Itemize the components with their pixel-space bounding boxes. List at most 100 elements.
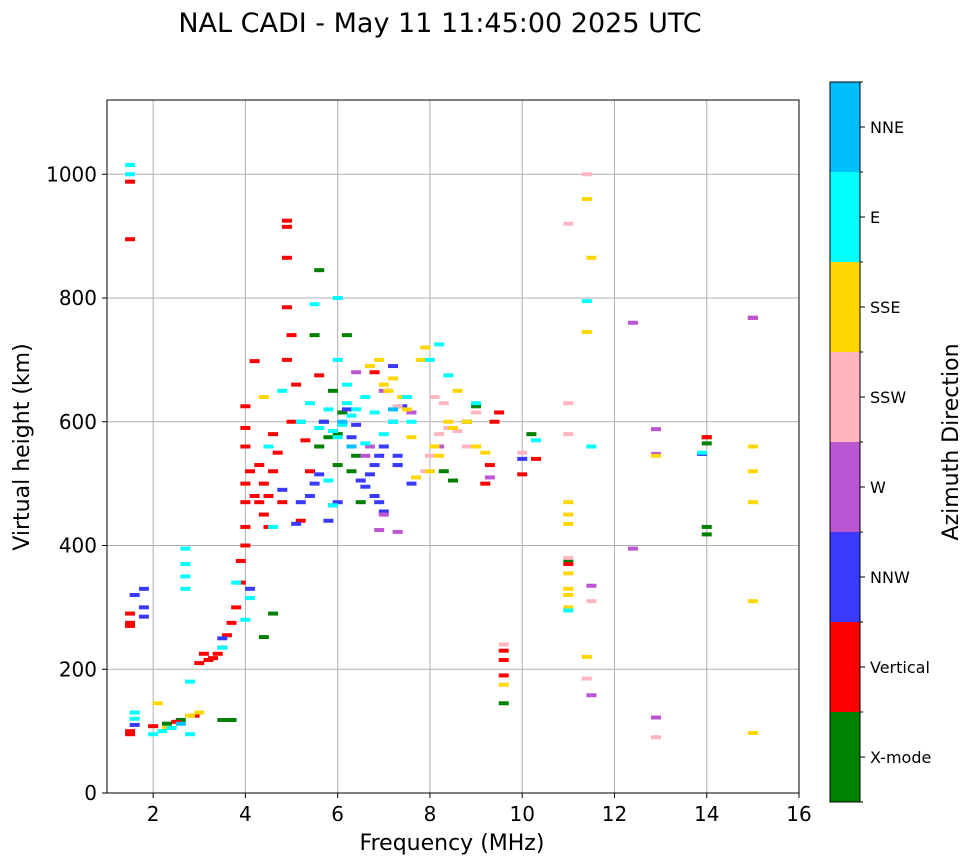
data-point [125, 237, 136, 242]
data-point [369, 463, 380, 468]
data-point [360, 484, 371, 489]
series-nnw [129, 364, 708, 727]
data-point [314, 268, 325, 273]
data-point [328, 429, 339, 434]
data-point [650, 427, 661, 432]
data-point [300, 438, 311, 443]
data-point [129, 710, 140, 715]
data-point [337, 419, 348, 424]
data-point [157, 729, 168, 734]
data-point [586, 693, 597, 698]
data-point [125, 623, 136, 628]
data-point [434, 453, 445, 458]
data-point [563, 221, 574, 226]
y-tick-label: 0 [84, 781, 97, 805]
data-point [392, 463, 403, 468]
data-point [281, 305, 292, 310]
chart-title: NAL CADI - May 11 11:45:00 2025 UTC [178, 8, 701, 39]
data-point [424, 453, 435, 458]
data-point [581, 330, 592, 335]
data-point [175, 721, 186, 726]
data-point [281, 224, 292, 229]
data-point [245, 469, 256, 474]
data-point [378, 382, 389, 387]
data-point [498, 657, 509, 662]
x-tick-label: 12 [602, 802, 627, 826]
data-point [314, 472, 325, 477]
data-point [341, 333, 352, 338]
data-point [581, 654, 592, 659]
data-point [429, 395, 440, 399]
data-point [364, 364, 375, 369]
data-point [346, 469, 357, 474]
data-point [415, 357, 426, 362]
y-tick-label: 400 [59, 534, 97, 558]
data-point [341, 401, 352, 406]
data-point [586, 255, 597, 260]
data-point [258, 395, 269, 399]
data-point [180, 586, 191, 591]
data-point [406, 481, 417, 486]
colorbar-tick-label: Vertical [870, 658, 930, 677]
data-point [180, 574, 191, 579]
data-point [318, 419, 329, 424]
data-point [563, 571, 574, 576]
data-point [360, 453, 371, 458]
data-point [328, 503, 339, 508]
data-point [424, 357, 435, 362]
data-point [231, 580, 242, 585]
data-point [161, 721, 172, 726]
data-point [401, 395, 412, 399]
data-point [388, 376, 399, 381]
colorbar-segment [830, 622, 860, 712]
data-point [697, 450, 708, 455]
data-point [563, 586, 574, 591]
data-points [125, 162, 758, 740]
data-point [332, 500, 343, 505]
data-point [249, 494, 260, 498]
data-point [129, 593, 140, 597]
data-point [355, 500, 366, 505]
data-point [129, 716, 140, 721]
data-point [323, 407, 334, 412]
data-point [438, 469, 449, 474]
data-point [185, 679, 196, 684]
data-point [378, 432, 389, 437]
x-axis-ticks: 2 4 6 8 10 12 14 16 [147, 793, 812, 826]
data-point [531, 456, 542, 461]
data-point [747, 599, 758, 604]
data-point [268, 469, 279, 474]
colorbar-frame [829, 81, 861, 803]
data-point [332, 432, 343, 437]
data-point [406, 435, 417, 440]
data-point [337, 410, 348, 415]
y-tick-label: 600 [59, 410, 97, 434]
data-point [378, 509, 389, 514]
data-point [254, 463, 265, 468]
data-point [291, 521, 302, 526]
data-point [581, 172, 592, 177]
colorbar-tick-label: SSE [870, 298, 900, 317]
data-point [295, 518, 306, 523]
data-point [125, 729, 136, 734]
data-point [240, 524, 251, 529]
series-w [351, 315, 758, 720]
colorbar-tick-label: SSW [870, 388, 906, 407]
data-point [517, 450, 528, 455]
x-tick-label: 2 [147, 802, 160, 826]
data-point [185, 713, 196, 718]
series-sse [152, 197, 758, 735]
data-point [563, 608, 574, 613]
data-point [323, 478, 334, 483]
data-point [314, 444, 325, 449]
data-point [747, 444, 758, 449]
grid [107, 100, 800, 794]
data-point [374, 357, 385, 362]
data-point [429, 444, 440, 449]
data-point [245, 586, 256, 591]
data-point [461, 444, 472, 449]
data-point [240, 404, 251, 409]
data-point [314, 373, 325, 378]
data-point [351, 453, 362, 458]
data-point [364, 472, 375, 477]
